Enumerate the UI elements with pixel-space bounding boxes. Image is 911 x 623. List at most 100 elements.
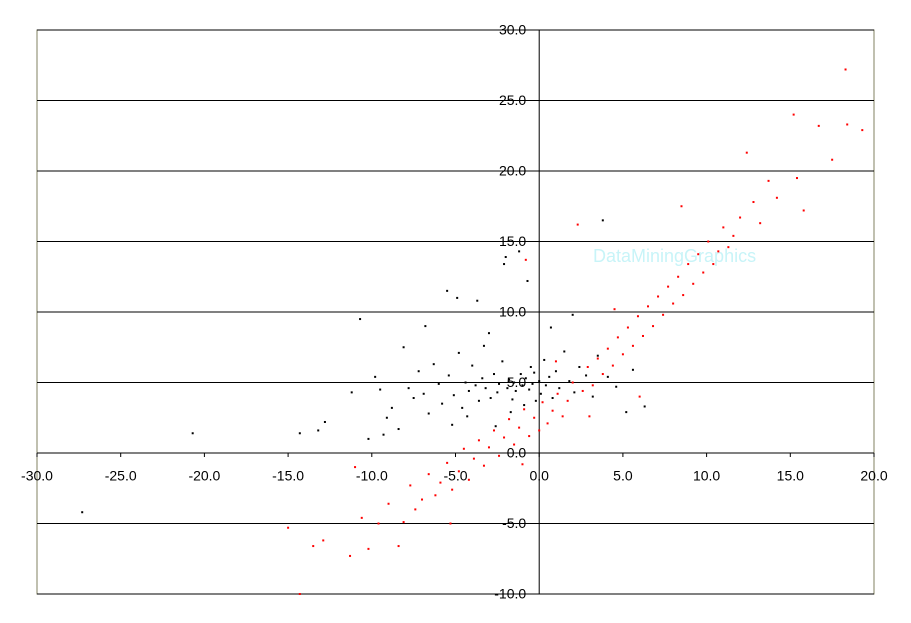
point: [508, 378, 511, 381]
point: [511, 398, 514, 401]
point: [641, 334, 644, 337]
point: [601, 373, 604, 376]
point: [466, 415, 469, 418]
point: [317, 429, 320, 432]
point: [697, 253, 700, 256]
point: [397, 545, 400, 548]
point: [452, 394, 455, 397]
point: [446, 461, 449, 464]
x-tick-label: 20.0: [860, 468, 887, 484]
point: [831, 158, 834, 161]
point: [407, 387, 410, 390]
point: [606, 375, 609, 378]
point: [487, 332, 490, 335]
point: [556, 392, 559, 395]
point: [591, 384, 594, 387]
point: [498, 454, 501, 457]
point: [377, 522, 380, 525]
point: [613, 308, 616, 311]
x-tick-label: 5.0: [613, 468, 633, 484]
point: [745, 151, 748, 154]
point: [523, 408, 526, 411]
point: [312, 545, 315, 548]
point: [513, 381, 516, 384]
point: [571, 381, 574, 384]
point: [739, 216, 742, 219]
point: [625, 411, 628, 414]
point: [652, 325, 655, 328]
point: [503, 436, 506, 439]
point: [551, 397, 554, 400]
point: [657, 295, 660, 298]
point: [722, 226, 725, 229]
point: [323, 420, 326, 423]
point: [596, 357, 599, 360]
point: [551, 409, 554, 412]
point: [421, 498, 424, 501]
point: [513, 443, 516, 446]
point: [558, 387, 561, 390]
point: [732, 234, 735, 237]
point: [576, 223, 579, 226]
point: [482, 344, 485, 347]
point: [707, 240, 710, 243]
point: [477, 439, 480, 442]
point: [359, 318, 362, 321]
point: [682, 294, 685, 297]
point: [541, 401, 544, 404]
point: [477, 399, 480, 402]
point: [374, 375, 377, 378]
point: [424, 325, 427, 328]
x-tick-label: -5.0: [443, 468, 467, 484]
point: [441, 402, 444, 405]
point: [367, 437, 370, 440]
point: [578, 365, 581, 368]
point: [439, 481, 442, 484]
point: [487, 446, 490, 449]
point: [554, 360, 557, 363]
point: [588, 415, 591, 418]
point: [672, 302, 675, 305]
point: [385, 416, 388, 419]
point: [631, 344, 634, 347]
point: [621, 353, 624, 356]
point: [529, 365, 532, 368]
point: [446, 289, 449, 292]
point: [534, 399, 537, 402]
point: [717, 250, 720, 253]
point: [792, 113, 795, 116]
point: [489, 397, 492, 400]
point: [472, 457, 475, 460]
x-tick-label: -10.0: [356, 468, 388, 484]
point: [496, 391, 499, 394]
point: [287, 526, 290, 529]
point: [712, 263, 715, 266]
point: [354, 466, 357, 469]
point: [493, 373, 496, 376]
point: [546, 422, 549, 425]
point: [561, 415, 564, 418]
point: [427, 412, 430, 415]
point: [521, 463, 524, 466]
point: [759, 222, 762, 225]
point: [533, 416, 536, 419]
y-tick-label: 15.0: [499, 233, 526, 249]
point: [523, 404, 526, 407]
point: [451, 488, 454, 491]
point: [548, 375, 551, 378]
point: [687, 263, 690, 266]
y-tick-label: -10.0: [494, 586, 526, 602]
y-tick-label: 5.0: [507, 374, 527, 390]
point: [427, 473, 430, 476]
point: [451, 423, 454, 426]
point: [573, 391, 576, 394]
point: [752, 201, 755, 204]
point: [581, 389, 584, 392]
point: [417, 370, 420, 373]
point: [702, 271, 705, 274]
y-tick-label: -5.0: [502, 515, 526, 531]
point: [519, 373, 522, 376]
y-tick-label: 25.0: [499, 92, 526, 108]
x-tick-label: 0.0: [529, 468, 549, 484]
